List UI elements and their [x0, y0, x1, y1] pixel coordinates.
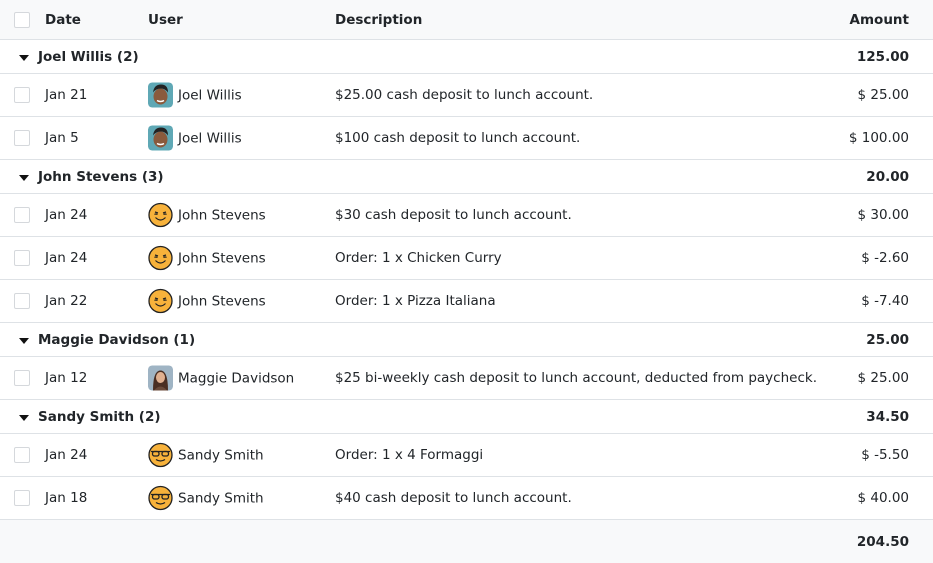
user-name: Sandy Smith [178, 490, 264, 506]
row-user: Sandy Smith [148, 442, 264, 468]
row-description: Order: 1 x Pizza Italiana [335, 293, 496, 309]
user-name: John Stevens [178, 250, 266, 266]
group-total: 25.00 [866, 331, 909, 348]
row-description: $30 cash deposit to lunch account. [335, 207, 572, 223]
row-amount: $ 40.00 [857, 490, 909, 506]
avatar [148, 485, 173, 511]
row-checkbox[interactable] [14, 87, 30, 103]
avatar [148, 125, 173, 151]
list-header: Date User Description Amount [0, 0, 933, 40]
group-total: 125.00 [856, 48, 909, 65]
row-checkbox[interactable] [14, 207, 30, 223]
row-amount: $ -5.50 [861, 447, 909, 463]
group-row[interactable]: Sandy Smith (2) 34.50 [0, 400, 933, 434]
row-date: Jan 24 [45, 250, 88, 266]
row-user: John Stevens [148, 245, 266, 271]
row-amount: $ 25.00 [857, 370, 909, 386]
avatar [148, 82, 173, 108]
avatar [148, 245, 173, 271]
caret-down-icon[interactable] [19, 54, 29, 61]
group-label: Sandy Smith (2) [38, 408, 161, 425]
row-checkbox[interactable] [14, 250, 30, 266]
avatar [148, 288, 173, 314]
table-row[interactable]: Jan 24 John Stevens Order: 1 x Chicken Cur… [0, 237, 933, 280]
group-total: 34.50 [866, 408, 909, 425]
table-row[interactable]: Jan 21 Joel Willis $25.00 cash deposit to … [0, 74, 933, 117]
row-checkbox[interactable] [14, 293, 30, 309]
user-name: Maggie Davidson [178, 370, 295, 386]
column-header-date[interactable]: Date [45, 11, 81, 28]
caret-down-icon[interactable] [19, 337, 29, 344]
row-description: $25.00 cash deposit to lunch account. [335, 87, 594, 103]
user-name: John Stevens [178, 207, 266, 223]
row-description: Order: 1 x Chicken Curry [335, 250, 502, 266]
row-date: Jan 24 [45, 207, 88, 223]
select-all-checkbox[interactable] [14, 11, 30, 28]
row-description: $40 cash deposit to lunch account. [335, 490, 572, 506]
column-header-amount[interactable]: Amount [849, 11, 909, 28]
user-name: Sandy Smith [178, 447, 264, 463]
group-label: Maggie Davidson (1) [38, 331, 196, 348]
row-amount: $ 30.00 [857, 207, 909, 223]
avatar [148, 365, 173, 391]
group-label: John Stevens (3) [38, 168, 164, 185]
grand-total: 204.50 [856, 533, 909, 550]
row-user: Sandy Smith [148, 485, 264, 511]
row-date: Jan 22 [45, 293, 88, 309]
group-total: 20.00 [866, 168, 909, 185]
row-description: $25 bi-weekly cash deposit to lunch acco… [335, 370, 817, 386]
table-row[interactable]: Jan 5 Joel Willis $100 cash deposit to lun… [0, 117, 933, 160]
group-row[interactable]: Maggie Davidson (1) 25.00 [0, 323, 933, 357]
table-row[interactable]: Jan 12 Maggie Davidson $25 bi-weekly cash … [0, 357, 933, 400]
row-user: Joel Willis [148, 125, 242, 151]
row-date: Jan 24 [45, 447, 88, 463]
row-user: John Stevens [148, 288, 266, 314]
row-user: Maggie Davidson [148, 365, 295, 391]
table-row[interactable]: Jan 18 Sandy Smith $40 cash deposit to lun… [0, 477, 933, 520]
row-checkbox[interactable] [14, 447, 30, 463]
avatar [148, 202, 173, 228]
avatar [148, 442, 173, 468]
row-date: Jan 5 [45, 130, 79, 146]
row-checkbox[interactable] [14, 130, 30, 146]
caret-down-icon[interactable] [19, 174, 29, 181]
table-row[interactable]: Jan 24 Sandy Smith Order: 1 x 4 Formaggi $ … [0, 434, 933, 477]
row-date: Jan 18 [45, 490, 88, 506]
group-row[interactable]: Joel Willis (2) 125.00 [0, 40, 933, 74]
row-amount: $ -2.60 [861, 250, 909, 266]
group-row[interactable]: John Stevens (3) 20.00 [0, 160, 933, 194]
table-row[interactable]: Jan 24 John Stevens $30 cash deposit to lu… [0, 194, 933, 237]
group-label: Joel Willis (2) [38, 48, 139, 65]
user-name: John Stevens [178, 293, 266, 309]
row-amount: $ -7.40 [861, 293, 909, 309]
row-description: $100 cash deposit to lunch account. [335, 130, 581, 146]
row-user: Joel Willis [148, 82, 242, 108]
caret-down-icon[interactable] [19, 414, 29, 421]
row-amount: $ 25.00 [857, 87, 909, 103]
row-checkbox[interactable] [14, 370, 30, 386]
row-user: John Stevens [148, 202, 266, 228]
column-header-description[interactable]: Description [335, 11, 423, 28]
table-row[interactable]: Jan 22 John Stevens Order: 1 x Pizza Itali… [0, 280, 933, 323]
column-header-user[interactable]: User [148, 11, 183, 28]
row-checkbox[interactable] [14, 490, 30, 506]
row-description: Order: 1 x 4 Formaggi [335, 447, 484, 463]
user-name: Joel Willis [178, 130, 242, 146]
list-footer: 204.50 [0, 520, 933, 563]
row-date: Jan 12 [45, 370, 88, 386]
row-amount: $ 100.00 [848, 130, 909, 146]
row-date: Jan 21 [45, 87, 88, 103]
user-name: Joel Willis [178, 87, 242, 103]
